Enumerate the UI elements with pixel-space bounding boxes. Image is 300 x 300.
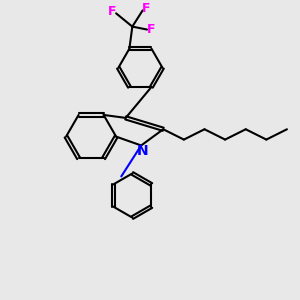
Text: F: F — [108, 5, 117, 18]
Text: N: N — [137, 144, 148, 158]
Text: F: F — [147, 23, 156, 36]
Text: F: F — [142, 2, 150, 15]
